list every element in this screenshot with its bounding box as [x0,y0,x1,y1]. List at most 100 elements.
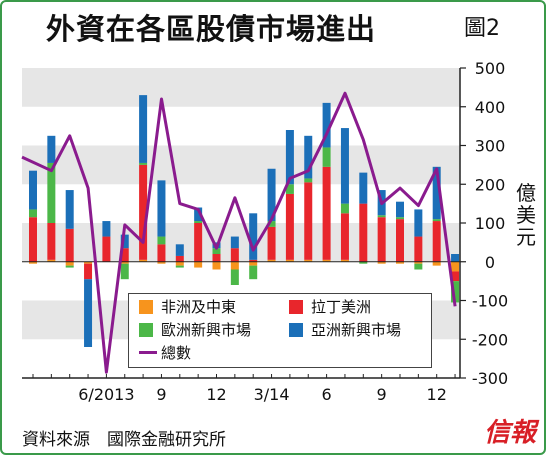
bar-latin_america [65,228,74,262]
x-tick-label: 6/2013 [78,385,134,404]
bar-africa_middle_east [139,259,148,262]
bar-emerging_asia [84,279,93,347]
bar-emerging_europe [285,184,294,194]
bar-emerging_europe [120,263,129,280]
bar-emerging_asia [65,190,74,229]
bar-emerging_asia [249,213,258,260]
legend-swatch-emerging-europe [139,323,153,337]
x-tick-label: 9 [156,385,166,404]
bar-latin_america [175,255,184,262]
bar-emerging_asia [29,170,37,210]
bar-latin_america [157,244,166,262]
grid-band [22,223,460,262]
y-tick-label: 200 [475,175,506,194]
bar-africa_middle_east [285,259,294,262]
legend-label: 拉丁美洲 [311,298,372,316]
bar-latin_america [396,219,404,262]
x-tick-label: 6 [322,385,332,404]
bar-emerging_europe [322,147,331,167]
bar-emerging_asia [359,172,368,204]
legend-label: 歐洲新興市場 [161,321,252,339]
bar-emerging_asia [267,168,276,222]
bar-africa_middle_east [230,261,239,270]
y-tick-label: 500 [475,59,506,78]
chart-legend: 非洲及中東 拉丁美洲 歐洲新興市場 亞洲新興市場 總數 [128,293,432,368]
bar-emerging_europe [65,265,74,268]
bar-africa_middle_east [65,261,74,266]
bar-emerging_asia [175,244,184,256]
bar-africa_middle_east [267,259,276,262]
bar-emerging_europe [47,162,56,223]
bar-emerging_europe [359,261,368,264]
bar-africa_middle_east [414,261,423,264]
bar-emerging_europe [432,219,441,222]
grid-band [22,68,460,107]
bar-emerging_asia [102,221,111,237]
x-tick-label: 9 [377,385,387,404]
bar-latin_america [414,236,423,262]
bar-emerging_asia [230,236,239,249]
bar-latin_america [359,203,368,262]
bar-emerging_asia [414,209,423,237]
bar-emerging_asia [194,207,203,222]
bar-emerging_asia [322,102,331,148]
y-axis-label: 億美元 [516,181,536,249]
bar-africa_middle_east [120,261,129,264]
bar-emerging_europe [29,209,37,218]
bar-africa_middle_east [47,259,56,262]
bar-emerging_europe [175,265,184,268]
bar-africa_middle_east [29,261,37,264]
bar-latin_america [47,223,56,260]
legend-swatch-africa-middle-east [139,300,153,314]
bar-latin_america [29,217,37,262]
y-tick-label: 400 [475,98,506,117]
bar-africa_middle_east [212,261,221,270]
bar-emerging_europe [230,269,239,285]
bar-emerging_europe [414,263,423,270]
bar-latin_america [230,248,239,262]
bar-latin_america [377,217,386,262]
bar-latin_america [322,166,331,260]
bar-emerging_europe [157,236,166,245]
bar-africa_middle_east [249,261,258,266]
bar-emerging_europe [396,217,404,220]
source-note: 資料來源 國際金融研究所 [22,430,226,450]
x-tick-label: 3/14 [254,385,290,404]
bar-emerging_europe [377,215,386,218]
bar-emerging_asia [47,135,56,163]
bar-emerging_europe [212,248,221,254]
bar-latin_america [340,213,349,260]
bar-africa_middle_east [340,259,349,262]
bar-emerging_asia [451,254,460,262]
bar-emerging_asia [157,180,166,237]
bar-emerging_europe [249,265,258,280]
chart-title: 外資在各區股債市場進出 [46,12,377,46]
bar-emerging_asia [396,201,404,218]
x-tick-label: 12 [206,385,226,404]
bar-latin_america [304,182,313,260]
bar-latin_america [212,254,221,262]
y-tick-label: 300 [475,137,506,156]
bar-latin_america [267,226,276,260]
legend-label: 亞洲新興市場 [311,321,402,339]
bar-africa_middle_east [322,259,331,262]
bar-latin_america [432,221,441,262]
bar-africa_middle_east [432,261,441,266]
bar-emerging_asia [139,95,148,163]
total-line [21,91,457,374]
bar-emerging_europe [194,221,203,223]
bar-latin_america [194,223,203,262]
bar-emerging_asia [432,166,441,220]
grid-band [22,145,460,185]
bar-emerging_asia [304,135,313,179]
legend-swatch-emerging-asia [289,323,303,337]
bar-emerging_europe [451,281,460,303]
bar-latin_america [285,193,294,260]
bar-emerging_asia [285,130,294,185]
publisher-logo: 信報 [484,418,537,448]
bar-emerging_asia [340,128,349,204]
bar-latin_america [102,236,111,262]
y-tick-label: -200 [472,330,508,349]
